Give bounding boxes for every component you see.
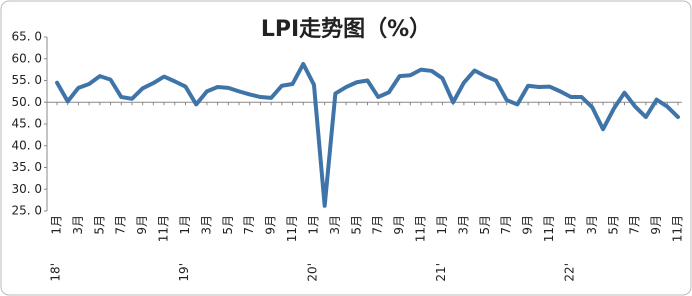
x-tick-label: 9月: [392, 215, 406, 235]
x-tick-label: 1月: [435, 215, 449, 235]
y-tick-label: 45. 0: [11, 117, 42, 131]
x-tick-label: 9月: [649, 215, 663, 235]
chart-title: LPI走势图（%）: [261, 16, 431, 42]
y-tick-label: 50. 0: [11, 95, 42, 109]
y-tick-label: 55. 0: [11, 73, 42, 87]
year-label: 19': [177, 263, 191, 282]
x-tick-label: 3月: [328, 215, 342, 235]
x-tick-label: 11月: [542, 215, 556, 242]
x-tick-label: 7月: [242, 215, 256, 235]
x-tick-label: 3月: [585, 215, 599, 235]
x-tick-label: 9月: [521, 215, 535, 235]
y-tick-label: 40. 0: [11, 138, 42, 152]
x-tick-label: 5月: [478, 215, 492, 235]
y-tick-label: 65. 0: [11, 30, 42, 44]
x-tick-label: 11月: [414, 215, 428, 242]
y-tick-label: 60. 0: [11, 51, 42, 65]
x-tick-label: 3月: [456, 215, 470, 235]
y-tick-label: 30. 0: [11, 182, 42, 196]
x-tick-label: 9月: [135, 215, 149, 235]
x-tick-label: 7月: [499, 215, 513, 235]
x-tick-label: 1月: [178, 215, 192, 235]
year-label: 18': [49, 263, 63, 282]
x-tick-label: 5月: [349, 215, 363, 235]
year-label: 21': [434, 263, 448, 282]
x-tick-label: 3月: [71, 215, 85, 235]
y-tick-label: 25. 0: [11, 204, 42, 218]
year-label: 20': [305, 263, 319, 282]
x-tick-label: 11月: [285, 215, 299, 242]
x-tick-label: 7月: [114, 215, 128, 235]
y-tick-label: 35. 0: [11, 160, 42, 174]
x-tick-label: 5月: [221, 215, 235, 235]
x-tick-label: 1月: [563, 215, 577, 235]
x-tick-label: 7月: [628, 215, 642, 235]
line-series: [55, 61, 680, 208]
x-tick-label: 5月: [92, 215, 106, 235]
x-tick-label: 9月: [264, 215, 278, 235]
x-tick-label: 11月: [671, 215, 685, 242]
x-tick-label: 7月: [371, 215, 385, 235]
x-tick-label: 1月: [50, 215, 64, 235]
x-tick-label: 1月: [306, 215, 320, 235]
x-tick-label: 3月: [199, 215, 213, 235]
year-label: 22': [562, 263, 576, 282]
x-tick-label: 11月: [157, 215, 171, 242]
x-tick-label: 5月: [606, 215, 620, 235]
